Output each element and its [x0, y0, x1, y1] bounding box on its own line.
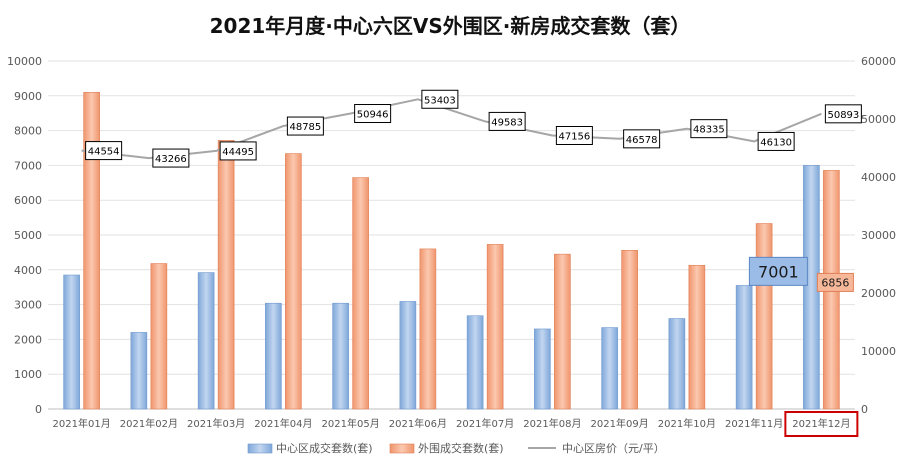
- x-tick-label: 2021年11月: [725, 417, 783, 430]
- price-line-layer: 44554 43266 44495 48785 50946 53403 49583 47156…: [81, 89, 862, 168]
- left-tick-label: 8000: [14, 125, 42, 138]
- bar-outer-3: [217, 140, 235, 410]
- line-data-label: 47156: [558, 131, 590, 142]
- right-tick-label: 50000: [861, 113, 896, 126]
- line-data-label: 44495: [222, 147, 254, 158]
- bar-center-2: [130, 332, 148, 410]
- callout-outer-box: [816, 272, 854, 292]
- line-data-label: 48785: [289, 122, 321, 133]
- line-data-label: 50946: [357, 110, 389, 121]
- line-label-box: [286, 116, 324, 136]
- left-tick-label: 3000: [14, 299, 42, 312]
- bar-outer-7: [486, 244, 504, 410]
- line-data-label: 46578: [626, 135, 658, 146]
- line-data-label: 48335: [693, 125, 725, 136]
- bar-outer-4: [285, 153, 302, 410]
- left-tick-label: 7000: [14, 159, 42, 172]
- legend-swatch-outer: [389, 443, 415, 454]
- line-label-box: [555, 125, 593, 145]
- x-tick-label: 2021年05月: [322, 417, 380, 430]
- line-data-label: 49583: [491, 117, 523, 128]
- bar-outer-8: [554, 253, 571, 410]
- right-tick-label: 30000: [861, 229, 896, 242]
- x-tick-label: 2021年03月: [187, 417, 245, 430]
- line-label-box: [623, 129, 661, 149]
- line-label-box: [152, 148, 190, 168]
- line-data-label: 43266: [155, 154, 187, 165]
- left-tick-label: 0: [35, 403, 42, 416]
- line-label-box: [824, 104, 862, 124]
- bar-center-3: [197, 272, 215, 410]
- bar-outer-6: [419, 248, 437, 410]
- bar-center-7: [466, 315, 484, 410]
- line-label-box: [354, 104, 392, 124]
- bar-center-1: [63, 274, 80, 410]
- callout-center-label: 7001: [758, 262, 799, 281]
- x-tick-label: 2021年02月: [120, 417, 178, 430]
- bar-outer-10: [688, 264, 706, 410]
- x-tick-label: 2021年12月: [792, 417, 850, 430]
- bar-center-8: [534, 328, 551, 410]
- line-label-box: [757, 131, 795, 151]
- left-tick-label: 10000: [7, 55, 42, 68]
- legend-label-outer: 外围成交套数(套): [418, 441, 504, 455]
- bar-center-4: [265, 302, 282, 410]
- bar-outer-1: [83, 92, 100, 410]
- chart-title: 2021年月度·中心六区VS外围区·新房成交套数（套）: [210, 14, 691, 38]
- x-tick-label: 2021年07月: [456, 417, 514, 430]
- callout-outer-label: 6856: [821, 276, 849, 289]
- left-tick-label: 1000: [14, 368, 42, 381]
- right-tick-label: 10000: [861, 345, 896, 358]
- bar-center-11: [735, 285, 753, 410]
- legend-swatch-center: [247, 443, 273, 454]
- left-tick-label: 4000: [14, 264, 42, 277]
- line-label-box: [85, 141, 123, 161]
- right-axis-ticks: 0 10000 20000 30000 40000 50000 60000: [861, 55, 896, 416]
- line-label-box: [219, 141, 257, 161]
- line-data-label: 50893: [827, 110, 859, 121]
- left-tick-label: 2000: [14, 333, 42, 346]
- left-tick-label: 5000: [14, 229, 42, 242]
- line-data-label: 53403: [424, 95, 456, 106]
- callout-center-box: [748, 256, 808, 286]
- bars-layer: [63, 92, 840, 410]
- x-tick-label: 2021年08月: [523, 417, 581, 430]
- line-label-box: [690, 119, 728, 139]
- bar-outer-11: [755, 223, 773, 410]
- bar-outer-9: [621, 250, 638, 410]
- line-label-box: [488, 111, 526, 131]
- x-tick-label: 2021年09月: [591, 417, 649, 430]
- left-axis-ticks: 0 1000 2000 3000 4000 5000 6000 7000 8000 9000 100…: [7, 55, 42, 416]
- gridlines: [48, 60, 855, 410]
- legend-label-center: 中心区成交套数(套): [276, 441, 373, 455]
- x-tick-label: 2021年01月: [53, 417, 111, 430]
- bar-center-6: [399, 301, 417, 410]
- highlight-box: [784, 411, 859, 437]
- bar-outer-2: [150, 263, 168, 410]
- bar-center-9: [601, 327, 618, 410]
- x-tick-label: 2021年10月: [658, 417, 716, 430]
- left-tick-label: 6000: [14, 194, 42, 207]
- legend-label-line: 中心区房价（元/平）: [562, 442, 665, 455]
- right-tick-label: 0: [861, 403, 868, 416]
- right-tick-label: 20000: [861, 287, 896, 300]
- right-tick-label: 60000: [861, 55, 896, 68]
- line-label-box: [421, 89, 459, 109]
- bar-center-5: [332, 302, 349, 410]
- x-tick-label: 2021年04月: [254, 417, 312, 430]
- left-tick-label: 9000: [14, 90, 42, 103]
- line-data-label: 46130: [760, 137, 792, 148]
- legend: 中心区成交套数(套) 外围成交套数(套) 中心区房价（元/平）: [247, 441, 665, 455]
- x-tick-label: 2021年06月: [389, 417, 447, 430]
- line-data-label: 44554: [88, 147, 120, 158]
- x-axis-labels: 2021年01月 2021年02月 2021年03月 2021年04月 2021年05月…: [53, 411, 859, 437]
- bar-center-10: [668, 318, 686, 410]
- right-tick-label: 40000: [861, 171, 896, 184]
- bar-outer-5: [352, 177, 369, 410]
- callouts-layer: 7001 6856: [748, 256, 854, 292]
